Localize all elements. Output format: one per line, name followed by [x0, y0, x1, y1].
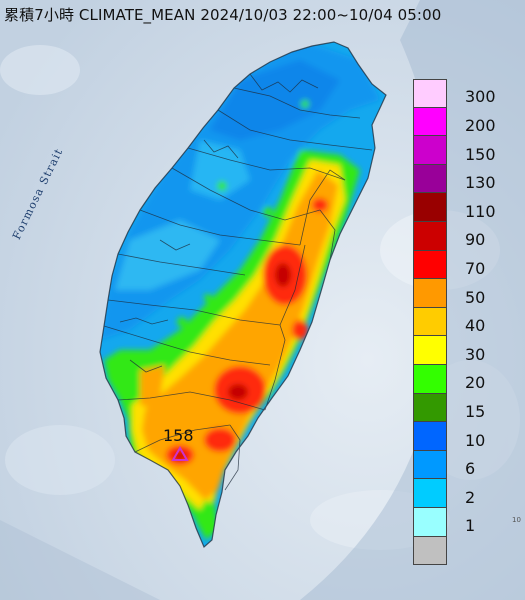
legend-swatch-15: [413, 393, 447, 423]
legend-swatch-300: [413, 79, 447, 108]
legend-swatch-90: [413, 221, 447, 251]
legend-swatch-130: [413, 164, 447, 194]
legend-swatch-70: [413, 250, 447, 280]
legend-swatch-110: [413, 193, 447, 222]
peak-rainfall-value: 158: [163, 426, 194, 445]
legend-label-110: 110: [465, 201, 496, 221]
legend-label-300: 300: [465, 87, 496, 107]
legend-label-200: 200: [465, 115, 496, 135]
legend-swatch-none: [413, 536, 447, 566]
legend-label-6: 6: [465, 459, 476, 479]
rainfall-fill: [100, 42, 380, 540]
legend-label-2: 2: [465, 487, 476, 507]
legend-label-90: 90: [465, 230, 486, 250]
legend-swatch-150: [413, 136, 447, 165]
legend-label-150: 150: [465, 144, 496, 164]
legend-swatch-6: [413, 450, 447, 480]
legend-swatch-10: [413, 422, 447, 451]
legend-label-20: 20: [465, 373, 486, 393]
legend-swatch-2: [413, 479, 447, 508]
legend-swatch-30: [413, 336, 447, 365]
peak-marker: [171, 446, 189, 461]
triangle-marker-icon: [171, 446, 189, 461]
legend-label-70: 70: [465, 258, 486, 278]
legend-label-50: 50: [465, 287, 486, 307]
legend-swatch-200: [413, 107, 447, 137]
legend-label-10: 10: [465, 430, 486, 450]
legend-swatch-1: [413, 507, 447, 537]
legend-label-40: 40: [465, 316, 486, 336]
legend-swatch-50: [413, 279, 447, 308]
rainfall-legend: [413, 79, 448, 566]
legend-swatch-40: [413, 307, 447, 337]
legend-label-15: 15: [465, 401, 486, 421]
legend-swatch-20: [413, 364, 447, 394]
county-boundaries: [99, 41, 387, 548]
legend-label-130: 130: [465, 173, 496, 193]
legend-label-1: 1: [465, 516, 476, 536]
edge-label: 10: [512, 516, 521, 524]
legend-label-30: 30: [465, 344, 486, 364]
map-title: 累積7小時 CLIMATE_MEAN 2024/10/03 22:00~10/0…: [4, 6, 442, 24]
